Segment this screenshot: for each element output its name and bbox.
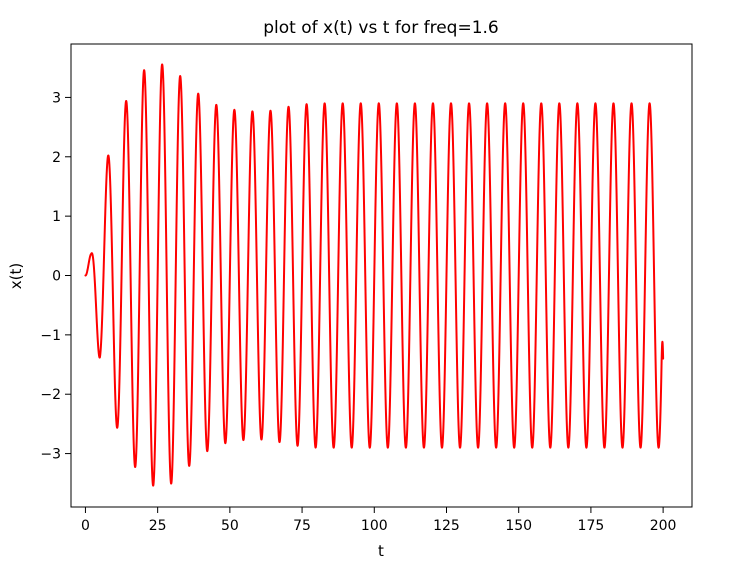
x-tick-label: 200 bbox=[650, 518, 677, 534]
y-tick-label: 0 bbox=[52, 269, 61, 285]
y-tick-label: 2 bbox=[52, 150, 61, 166]
y-tick-label: 3 bbox=[52, 90, 61, 106]
x-axis-label: t bbox=[378, 542, 384, 560]
x-tick-label: 150 bbox=[505, 518, 532, 534]
x-tick-label: 25 bbox=[149, 518, 167, 534]
x-tick-label: 175 bbox=[578, 518, 605, 534]
series-line bbox=[84, 63, 665, 487]
x-tick-label: 100 bbox=[361, 518, 388, 534]
y-tick-label: −2 bbox=[40, 387, 61, 403]
x-tick-label: 125 bbox=[433, 518, 460, 534]
x-axis-ticks: 0 25 50 75 100 125 150 175 200 bbox=[81, 507, 677, 534]
y-tick-label: −3 bbox=[40, 447, 61, 463]
x-tick-label: 75 bbox=[293, 518, 311, 534]
chart-title: plot of x(t) vs t for freq=1.6 bbox=[263, 18, 498, 38]
x-tick-label: 50 bbox=[221, 518, 239, 534]
x-tick-label: 0 bbox=[81, 518, 90, 534]
y-axis-ticks: −3 −2 −1 0 1 2 3 bbox=[40, 90, 71, 463]
y-tick-label: −1 bbox=[40, 328, 61, 344]
y-tick-label: 1 bbox=[52, 209, 61, 225]
y-axis-label: x(t) bbox=[7, 263, 25, 289]
